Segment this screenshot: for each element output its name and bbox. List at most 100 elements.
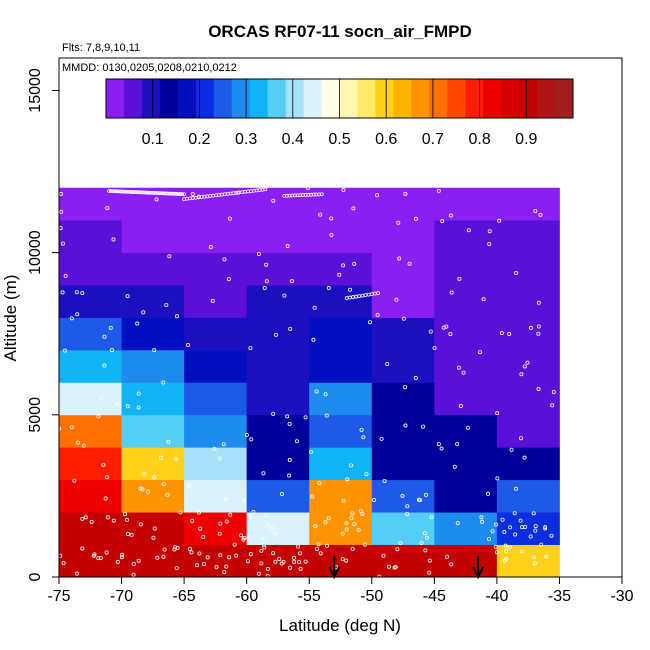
observation-point <box>296 544 301 549</box>
colorbar-tick-label: 0.8 <box>468 131 490 148</box>
observation-point <box>421 424 426 429</box>
observation-point <box>533 528 538 533</box>
heatmap-cell <box>496 414 560 448</box>
observation-point <box>350 511 355 516</box>
observation-point <box>287 421 292 426</box>
observation-point <box>487 242 492 247</box>
observation-point <box>379 436 384 441</box>
colorbar-swatch <box>447 79 466 118</box>
observation-point <box>532 561 537 566</box>
observation-point <box>405 504 410 509</box>
observation-point <box>138 522 143 527</box>
heatmap-cell <box>59 447 122 481</box>
observation-point <box>273 531 278 536</box>
observation-point <box>536 300 541 305</box>
observation-point <box>344 558 349 563</box>
observation-point <box>173 456 178 461</box>
chart-title: ORCAS RF07-11 socn_air_FMPD <box>208 22 472 41</box>
observation-point <box>522 364 527 369</box>
observation-point <box>407 261 412 266</box>
heatmap-cell <box>246 382 310 416</box>
observation-point <box>166 439 171 444</box>
observation-point <box>285 414 290 419</box>
observation-point <box>349 516 354 521</box>
observation-point <box>180 192 185 197</box>
x-axis-label: Latitude (deg N) <box>279 616 401 635</box>
observation-point <box>381 553 386 558</box>
heatmap-cell <box>121 349 185 383</box>
x-tick-label: -40 <box>485 588 508 605</box>
observation-point <box>141 310 146 315</box>
observation-point <box>148 190 153 195</box>
heatmap-cell <box>496 220 560 254</box>
observation-point <box>182 192 187 197</box>
observation-point <box>518 436 523 441</box>
observation-point <box>319 192 324 197</box>
observation-point <box>396 220 401 225</box>
observation-point <box>114 189 119 194</box>
observation-point <box>146 489 151 494</box>
observation-point <box>289 279 294 284</box>
observation-point <box>175 545 180 550</box>
heatmap-cell <box>121 544 185 578</box>
observation-point <box>287 473 292 478</box>
observation-point <box>167 254 172 259</box>
observation-point <box>98 556 103 561</box>
observation-point <box>303 415 308 420</box>
heatmap-cell <box>59 512 122 545</box>
observation-point <box>125 294 130 299</box>
observation-point <box>116 189 121 194</box>
observation-point <box>218 553 223 558</box>
observation-point <box>427 558 432 563</box>
observation-point <box>262 285 267 290</box>
observation-point <box>291 555 296 560</box>
y-tick-label: 15000 <box>27 68 44 113</box>
observation-point <box>351 206 356 211</box>
observation-point <box>279 491 284 496</box>
observation-point <box>136 405 141 410</box>
heatmap-cell <box>434 414 498 448</box>
observation-point <box>201 535 206 540</box>
observation-point <box>89 519 94 524</box>
observation-point <box>427 570 432 575</box>
observation-point <box>432 345 437 350</box>
observation-point <box>80 546 85 551</box>
observation-point <box>323 392 328 397</box>
heatmap-cell <box>184 285 248 318</box>
heatmap-cell <box>309 544 373 578</box>
heatmap-cell <box>434 317 498 351</box>
observation-point <box>152 348 157 353</box>
observation-point <box>178 192 183 196</box>
observation-point <box>109 189 113 193</box>
observation-point <box>344 521 349 526</box>
observation-point <box>169 191 173 196</box>
observation-point <box>305 186 310 191</box>
observation-point <box>142 472 147 477</box>
colorbar-swatch <box>123 79 143 118</box>
observation-point <box>260 536 265 541</box>
observation-point <box>513 532 518 537</box>
observation-point <box>429 515 434 520</box>
colorbar-swatch <box>285 79 305 118</box>
observation-point <box>151 535 156 540</box>
observation-point <box>461 370 466 375</box>
observation-point <box>164 302 169 307</box>
observation-point <box>83 515 88 520</box>
observation-point <box>329 232 334 237</box>
observation-point <box>361 435 366 440</box>
observation-point <box>487 229 492 234</box>
observation-point <box>133 190 138 195</box>
observation-point <box>282 293 287 298</box>
colorbar-tick-label: 0.3 <box>235 131 257 148</box>
observation-point <box>417 498 422 503</box>
observation-point <box>392 565 397 570</box>
observation-point <box>221 442 226 447</box>
observation-point <box>242 498 247 503</box>
y-tick-label: 5000 <box>27 397 44 433</box>
observation-point <box>318 551 323 556</box>
observation-point <box>165 492 170 497</box>
observation-point <box>264 513 269 518</box>
observation-point <box>341 263 346 268</box>
colorbar-swatch <box>231 79 251 118</box>
heatmap-cell <box>434 512 498 545</box>
